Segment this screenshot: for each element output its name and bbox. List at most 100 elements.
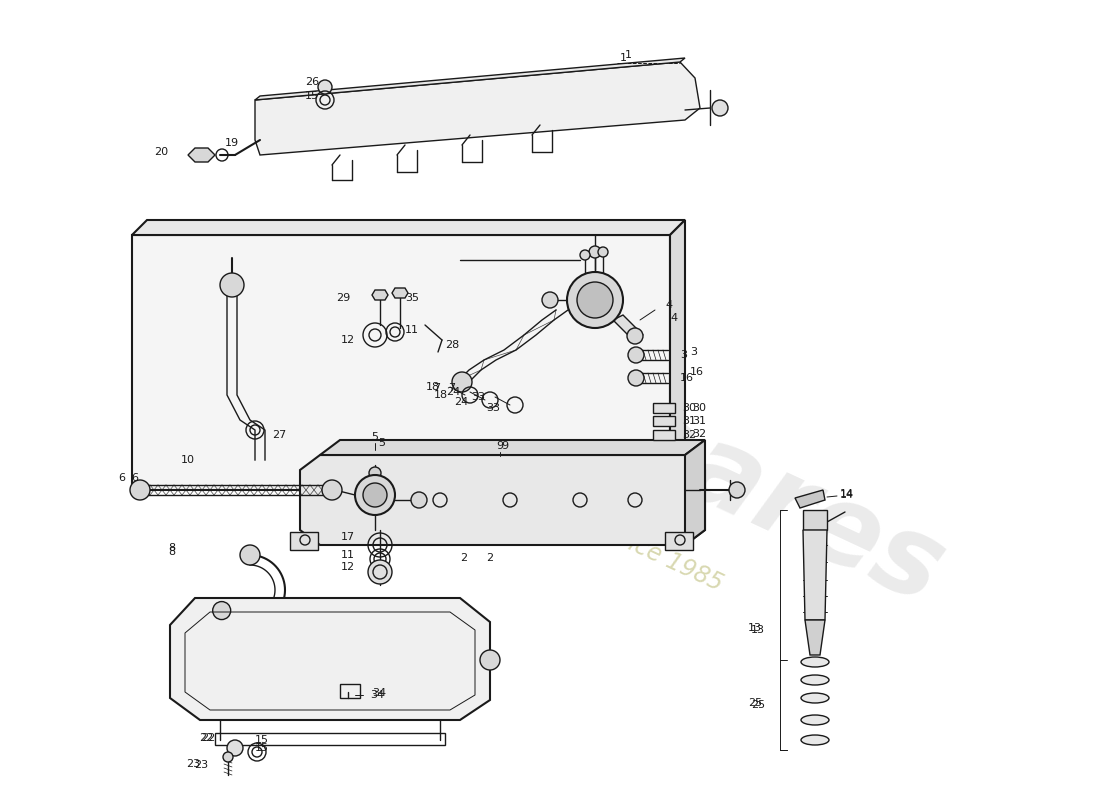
Text: 19: 19 <box>226 138 239 148</box>
Polygon shape <box>188 148 214 162</box>
Text: 34: 34 <box>372 688 386 698</box>
Text: 25: 25 <box>748 698 762 708</box>
Polygon shape <box>320 440 705 455</box>
Text: 20: 20 <box>154 147 168 157</box>
Text: 15: 15 <box>255 735 270 745</box>
Text: 24: 24 <box>453 397 468 407</box>
Text: 23: 23 <box>194 760 208 770</box>
Circle shape <box>363 483 387 507</box>
Text: 11: 11 <box>405 325 419 335</box>
Text: 10: 10 <box>182 455 195 465</box>
Polygon shape <box>132 235 670 490</box>
Text: 33: 33 <box>471 392 485 402</box>
Circle shape <box>318 80 332 94</box>
Text: 14: 14 <box>840 489 854 499</box>
Text: 8: 8 <box>168 547 175 557</box>
Text: 2: 2 <box>460 553 467 563</box>
Text: 4: 4 <box>670 313 678 323</box>
Text: 5: 5 <box>378 438 385 448</box>
Text: 32: 32 <box>682 430 696 440</box>
Circle shape <box>324 482 340 498</box>
Polygon shape <box>670 220 685 490</box>
Circle shape <box>355 475 395 515</box>
Text: 31: 31 <box>692 416 706 426</box>
Polygon shape <box>795 490 825 508</box>
Polygon shape <box>372 290 388 300</box>
Text: 26: 26 <box>305 77 319 87</box>
Text: 17: 17 <box>341 532 355 542</box>
Text: 7: 7 <box>448 383 455 393</box>
Text: 35: 35 <box>405 293 419 303</box>
Circle shape <box>712 100 728 116</box>
Circle shape <box>212 602 231 619</box>
Text: 4: 4 <box>666 300 672 310</box>
Bar <box>653 430 675 440</box>
Text: 15: 15 <box>305 91 319 101</box>
Ellipse shape <box>801 693 829 703</box>
Text: 14: 14 <box>840 490 854 500</box>
Text: 18: 18 <box>433 390 448 400</box>
Circle shape <box>578 282 613 318</box>
Polygon shape <box>805 620 825 655</box>
Circle shape <box>588 246 601 258</box>
Text: 8: 8 <box>168 543 175 553</box>
Text: 22: 22 <box>200 733 214 743</box>
Circle shape <box>566 272 623 328</box>
Text: 11: 11 <box>341 550 355 560</box>
Text: 2: 2 <box>486 553 494 563</box>
Text: 18: 18 <box>426 382 440 392</box>
Circle shape <box>627 328 644 344</box>
Text: 13: 13 <box>751 625 764 635</box>
Ellipse shape <box>801 735 829 745</box>
Text: 9: 9 <box>496 441 504 451</box>
Text: 27: 27 <box>272 430 286 440</box>
Bar <box>653 416 675 426</box>
Circle shape <box>598 247 608 257</box>
Bar <box>214 733 446 745</box>
Text: 23: 23 <box>186 759 200 769</box>
Circle shape <box>411 492 427 508</box>
Circle shape <box>220 273 244 297</box>
Bar <box>290 532 318 550</box>
Polygon shape <box>685 440 705 545</box>
Circle shape <box>368 560 392 584</box>
Text: 3: 3 <box>690 347 697 357</box>
Text: 5: 5 <box>372 432 378 442</box>
Text: 16: 16 <box>680 373 694 383</box>
Bar <box>666 532 693 550</box>
Text: 30: 30 <box>682 403 696 413</box>
Text: 1: 1 <box>620 53 627 63</box>
Text: 32: 32 <box>692 429 706 439</box>
Text: 16: 16 <box>690 367 704 377</box>
Ellipse shape <box>801 675 829 685</box>
Text: 28: 28 <box>446 340 460 350</box>
Polygon shape <box>255 62 700 155</box>
Text: 22: 22 <box>199 733 213 743</box>
Text: 33: 33 <box>486 403 500 413</box>
Text: 7: 7 <box>433 383 440 393</box>
Text: eurospares: eurospares <box>279 233 961 627</box>
Circle shape <box>452 372 472 392</box>
Text: 6: 6 <box>118 473 125 483</box>
Polygon shape <box>300 455 705 545</box>
Text: 34: 34 <box>370 690 384 700</box>
Polygon shape <box>613 315 644 340</box>
Circle shape <box>240 545 260 565</box>
Text: 6: 6 <box>131 473 138 483</box>
Ellipse shape <box>801 715 829 725</box>
Circle shape <box>223 752 233 762</box>
Circle shape <box>729 482 745 498</box>
Text: 9: 9 <box>502 441 508 451</box>
Circle shape <box>628 347 643 363</box>
Bar <box>653 403 675 413</box>
Text: 12: 12 <box>341 335 355 345</box>
Circle shape <box>480 650 501 670</box>
Text: 12: 12 <box>341 562 355 572</box>
Text: 15: 15 <box>255 743 270 753</box>
Text: 29: 29 <box>336 293 350 303</box>
Circle shape <box>542 292 558 308</box>
Text: 25: 25 <box>751 700 764 710</box>
Circle shape <box>130 480 150 500</box>
Text: 3: 3 <box>680 350 688 360</box>
Circle shape <box>628 370 643 386</box>
